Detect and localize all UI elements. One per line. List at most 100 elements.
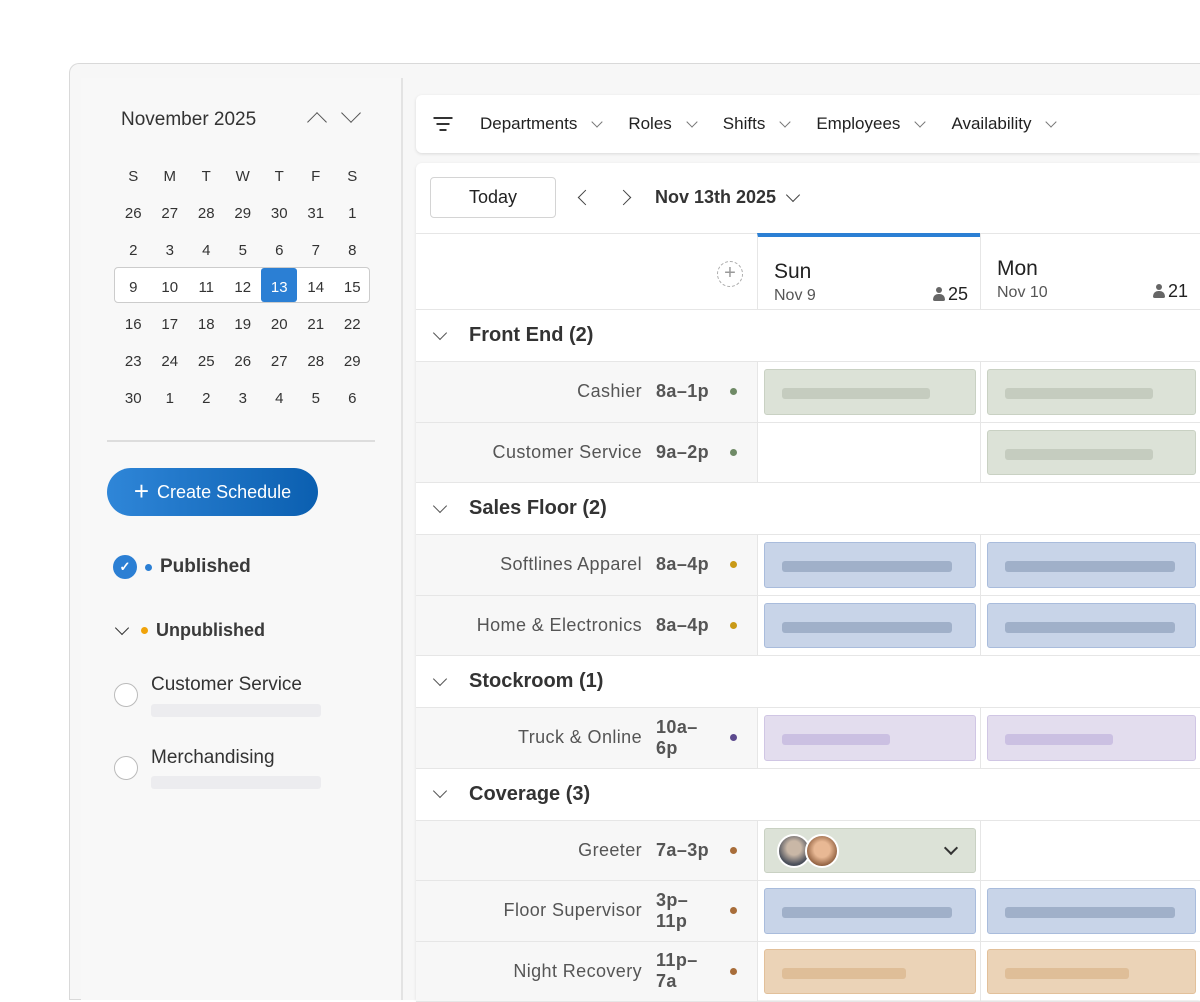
calendar-day[interactable]: 20 xyxy=(261,316,298,333)
group-header[interactable]: Sales Floor (2) xyxy=(416,483,1200,535)
calendar-day[interactable]: 3 xyxy=(225,390,262,407)
calendar-day[interactable]: 21 xyxy=(298,316,335,333)
calendar-day[interactable]: 1 xyxy=(334,205,371,222)
schedule-radio[interactable] xyxy=(114,756,138,780)
calendar-day[interactable]: 6 xyxy=(261,242,298,259)
group-header[interactable]: Coverage (3) xyxy=(416,769,1200,821)
calendar-day[interactable]: 27 xyxy=(152,205,189,222)
filter-availability[interactable]: Availability xyxy=(951,114,1055,134)
add-icon[interactable]: + xyxy=(717,261,743,287)
day-cell[interactable] xyxy=(757,362,980,422)
day-cell[interactable] xyxy=(980,423,1200,483)
calendar-day[interactable]: 16 xyxy=(115,316,152,333)
calendar-day[interactable]: 12 xyxy=(225,279,262,296)
day-cell[interactable] xyxy=(757,596,980,656)
shift-block[interactable] xyxy=(987,542,1196,588)
chevron-down-icon[interactable] xyxy=(433,784,447,798)
calendar-day[interactable]: 3 xyxy=(152,242,189,259)
shift-block[interactable] xyxy=(987,603,1196,649)
calendar-day[interactable]: 30 xyxy=(115,390,152,407)
shift-block[interactable] xyxy=(987,715,1196,761)
calendar-day[interactable]: 2 xyxy=(188,390,225,407)
day-cell[interactable] xyxy=(980,821,1200,881)
shift-block[interactable] xyxy=(764,715,976,761)
calendar-day[interactable]: 10 xyxy=(152,279,189,296)
chevron-right-icon[interactable] xyxy=(616,190,632,206)
shift-block[interactable] xyxy=(987,430,1196,476)
assigned-shift[interactable] xyxy=(764,828,976,874)
calendar-day[interactable]: 26 xyxy=(225,353,262,370)
unpublished-section[interactable]: Unpublished xyxy=(113,620,265,641)
calendar-day[interactable]: 6 xyxy=(334,390,371,407)
shift-block[interactable] xyxy=(764,603,976,649)
shift-block[interactable] xyxy=(764,542,976,588)
chevron-down-icon[interactable] xyxy=(433,671,447,685)
chevron-down-icon[interactable] xyxy=(433,325,447,339)
calendar-day[interactable]: 15 xyxy=(334,279,371,296)
calendar-day[interactable]: 17 xyxy=(152,316,189,333)
calendar-day[interactable]: 5 xyxy=(225,242,262,259)
calendar-day[interactable]: 27 xyxy=(261,353,298,370)
day-cell[interactable] xyxy=(757,821,980,881)
calendar-day[interactable]: 26 xyxy=(115,205,152,222)
calendar-day[interactable]: 8 xyxy=(334,242,371,259)
calendar-day[interactable]: 4 xyxy=(188,242,225,259)
calendar-day[interactable]: 7 xyxy=(298,242,335,259)
shift-block[interactable] xyxy=(987,949,1196,995)
calendar-day[interactable]: 24 xyxy=(152,353,189,370)
published-filter[interactable]: ✓ Published xyxy=(113,555,251,579)
calendar-day[interactable]: 29 xyxy=(225,205,262,222)
chevron-down-icon[interactable] xyxy=(115,620,129,634)
calendar-day[interactable]: 25 xyxy=(188,353,225,370)
filter-icon[interactable] xyxy=(433,117,452,131)
day-cell[interactable] xyxy=(980,708,1200,768)
calendar-day[interactable]: 19 xyxy=(225,316,262,333)
day-cell[interactable] xyxy=(980,362,1200,422)
shift-block[interactable] xyxy=(764,888,976,934)
calendar-day[interactable]: 5 xyxy=(298,390,335,407)
calendar-day[interactable]: 28 xyxy=(298,353,335,370)
day-cell[interactable] xyxy=(757,535,980,595)
chevron-down-icon[interactable] xyxy=(433,498,447,512)
checkmark-icon[interactable]: ✓ xyxy=(113,555,137,579)
day-cell[interactable] xyxy=(980,881,1200,941)
filter-employees[interactable]: Employees xyxy=(816,114,924,134)
create-schedule-button[interactable]: +Create Schedule xyxy=(107,468,318,516)
day-cell[interactable] xyxy=(757,881,980,941)
calendar-day[interactable]: 11 xyxy=(188,279,225,296)
calendar-day[interactable]: 30 xyxy=(261,205,298,222)
date-picker[interactable]: Nov 13th 2025 xyxy=(655,187,798,208)
calendar-day[interactable]: 4 xyxy=(261,390,298,407)
chevron-up-icon[interactable] xyxy=(307,112,327,132)
shift-block[interactable] xyxy=(987,369,1196,415)
day-cell[interactable] xyxy=(757,423,980,483)
today-button[interactable]: Today xyxy=(430,177,556,218)
shift-block[interactable] xyxy=(764,369,976,415)
chevron-left-icon[interactable] xyxy=(578,190,594,206)
filter-shifts[interactable]: Shifts xyxy=(723,114,790,134)
calendar-day[interactable]: 18 xyxy=(188,316,225,333)
group-header[interactable]: Stockroom (1) xyxy=(416,656,1200,708)
schedule-radio[interactable] xyxy=(114,683,138,707)
calendar-day[interactable]: 14 xyxy=(298,279,335,296)
calendar-day[interactable]: 22 xyxy=(334,316,371,333)
chevron-down-icon[interactable] xyxy=(944,840,958,854)
day-cell[interactable] xyxy=(757,942,980,1002)
calendar-day[interactable]: 31 xyxy=(298,205,335,222)
calendar-day[interactable]: 2 xyxy=(115,242,152,259)
calendar-day[interactable]: 9 xyxy=(115,279,152,296)
day-cell[interactable] xyxy=(757,708,980,768)
calendar-day[interactable]: 1 xyxy=(152,390,189,407)
calendar-day[interactable]: 29 xyxy=(334,353,371,370)
filter-departments[interactable]: Departments xyxy=(480,114,601,134)
calendar-day[interactable]: 23 xyxy=(115,353,152,370)
filter-roles[interactable]: Roles xyxy=(628,114,695,134)
calendar-day[interactable]: 13 xyxy=(261,279,298,296)
shift-block[interactable] xyxy=(987,888,1196,934)
day-cell[interactable] xyxy=(980,535,1200,595)
calendar-day[interactable]: 28 xyxy=(188,205,225,222)
day-cell[interactable] xyxy=(980,596,1200,656)
shift-block[interactable] xyxy=(764,949,976,995)
